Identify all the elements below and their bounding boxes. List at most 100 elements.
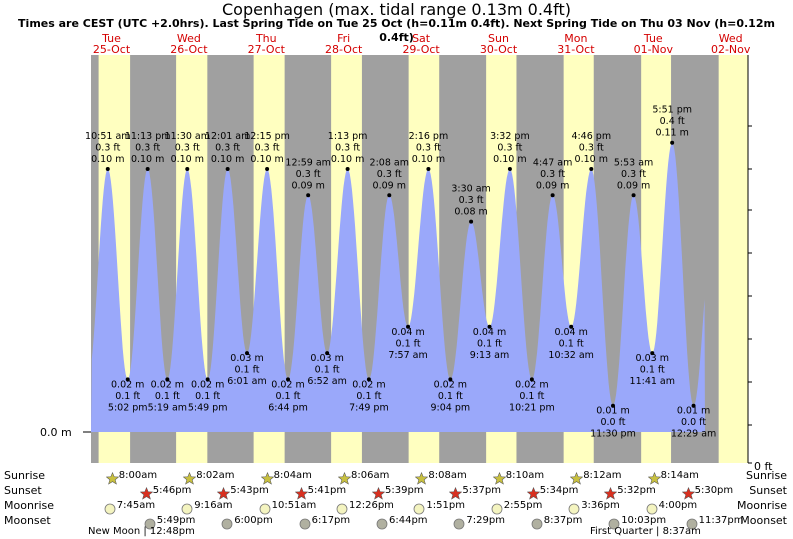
tide-label: 0.10 m [331,154,364,165]
tide-label: 0.02 m [434,379,467,390]
tide-label: 0.3 ft [296,169,321,180]
tide-label: 9:13 am [470,350,509,361]
day-date: 02-Nov [710,43,751,56]
tide-label: 12:15 pm [244,131,290,142]
moonset-time: 6:44pm [389,515,428,526]
sunset-icon [526,485,541,504]
tide-label: 0.3 ft [459,195,484,206]
row-label-moonset: Moonset [4,514,51,527]
tide-label: 0.02 m [352,379,385,390]
sunrise-icon [182,470,197,489]
axis-label-right: 0 ft [754,460,773,473]
moonrise-time: 7:45am [116,500,156,511]
moonrise-time: 9:16am [194,500,233,511]
tide-label: 0.02 m [111,379,144,390]
high-tide-point [145,167,150,171]
tide-label: 0.01 m [596,406,629,417]
day-name: Sun [488,32,509,45]
moonset-icon [376,515,388,534]
sunrise-time: 8:08am [428,470,467,481]
tide-label: 5:53 am [614,157,653,168]
tide-label: 0.11 m [655,128,688,139]
sunset-icon [603,485,618,504]
tide-label: 0.1 ft [195,391,220,402]
tide-label: 0.03 m [310,353,343,364]
tide-label: 0.1 ft [234,365,259,376]
tide-label: 4:46 pm [571,131,611,142]
tide-label: 0.3 ft [215,143,240,154]
low-tide-point [448,377,453,382]
tide-label: 0.09 m [291,180,324,191]
tide-label: 0.10 m [412,154,445,165]
tide-label: 1:13 pm [328,131,368,142]
tide-label: 5:19 am [148,402,187,413]
moonset-time: 11:37pm [698,515,744,526]
day-date: 29-Oct [402,43,440,56]
sunrise-icon [337,470,352,489]
low-tide-point [487,324,492,329]
moonrise-icon [491,500,503,519]
tide-label: 0.02 m [271,379,304,390]
tide-label: 0.04 m [391,327,424,338]
low-tide-point [610,403,615,408]
day-date: 25-Oct [92,43,131,56]
tide-label: 6:52 am [307,376,346,387]
tide-label: 0.3 ft [416,143,441,154]
tide-label: 3:30 am [451,184,490,195]
tide-label: 0.03 m [636,353,669,364]
moonrise-time: 1:51pm [426,500,465,511]
tide-label: 0.1 ft [315,365,340,376]
row-label-sunrise: Sunrise [4,469,46,482]
tide-label: 11:30 am [165,131,210,142]
day-name: Tue [643,32,663,45]
tide-label: 0.1 ft [356,391,381,402]
tide-label: 0.02 m [515,379,548,390]
tide-label: 11:13 pm [125,131,171,142]
sunrise-icon [647,470,661,489]
sunset-icon [139,485,154,504]
tide-curve [91,142,705,432]
sunrise-time: 8:04am [273,470,312,481]
high-tide-point [507,167,512,171]
moonrise-icon [568,500,580,519]
moonset-icon [453,515,465,534]
tide-label: 0.1 ft [640,365,665,376]
day-date: 01-Nov [633,43,674,56]
row-label-sunset-right: Sunset [749,484,787,497]
moonset-icon [144,515,156,534]
sunset-time: 5:32pm [617,485,656,496]
tide-label: 4:47 am [533,157,572,168]
high-tide-point [631,193,636,198]
tide-label: 10:51 am [85,131,130,142]
first-quarter-label: First Quarter | 8:37am [590,526,701,537]
tide-label: 0.10 m [131,154,164,165]
chart-subtitle: Times are CEST (UTC +2.0hrs). Last Sprin… [18,17,775,44]
low-tide-point [165,377,170,382]
tide-label: 0.1 ft [155,391,180,402]
row-label-moonrise: Moonrise [4,499,54,512]
high-tide-point [670,140,675,145]
tide-label: 0.04 m [554,327,587,338]
new-moon-label: New Moon | 12:48pm [88,526,195,537]
high-tide-point [550,193,555,198]
moonset-icon [608,515,620,534]
sunset-icon [216,485,231,504]
day-name: Fri [337,32,351,45]
sunrise-icon [415,470,429,489]
moonrise-icon [104,500,116,519]
low-tide-point [286,377,291,382]
moonrise-icon [336,500,348,519]
moonset-time: 6:17pm [311,515,351,526]
day-date: 26-Oct [170,43,208,56]
row-label-moonrise-right: Moonrise [737,499,787,512]
high-tide-point [306,193,311,198]
sunrise-time: 8:10am [505,470,545,481]
tide-label: 0.1 ft [115,391,140,402]
sunset-time: 5:41pm [307,485,347,496]
day-date: 27-Oct [247,43,285,56]
moonrise-time: 10:51am [271,500,317,511]
axis-label-left: 0.0 m [40,426,72,439]
tide-label: 7:57 am [388,350,427,361]
moonrise-time: 12:26pm [349,500,394,511]
day-name: Wed [718,32,743,45]
